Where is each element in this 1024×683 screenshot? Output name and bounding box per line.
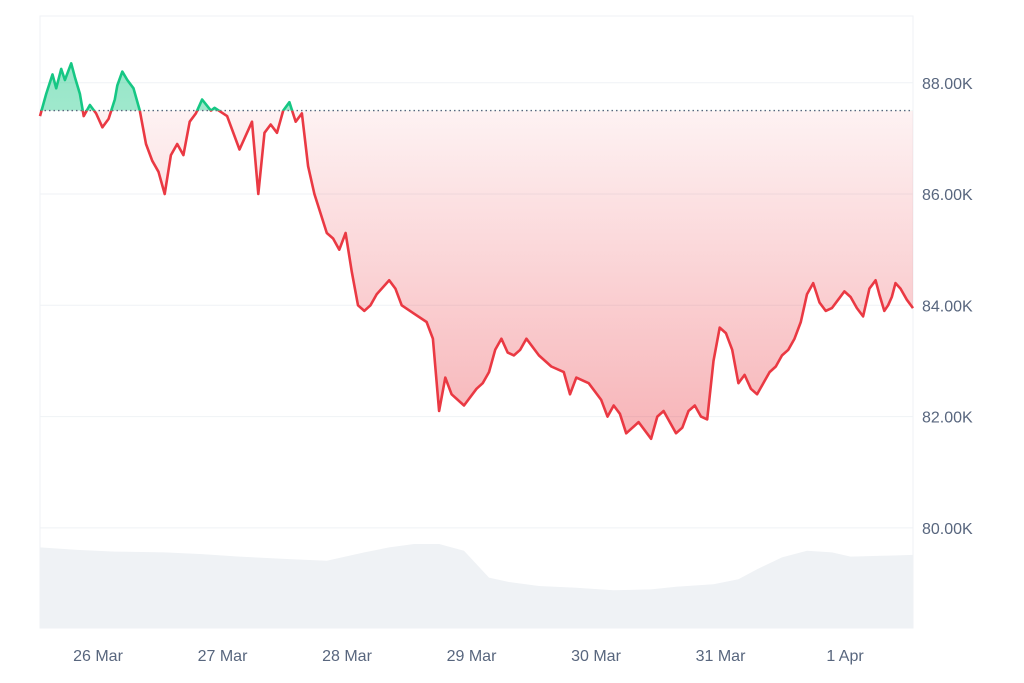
y-tick-label: 88.00K: [922, 76, 973, 93]
x-tick-label: 27 Mar: [198, 648, 248, 665]
y-tick-label: 80.00K: [922, 521, 973, 538]
y-tick-label: 86.00K: [922, 187, 973, 204]
x-tick-label: 28 Mar: [322, 648, 372, 665]
y-tick-label: 84.00K: [922, 298, 973, 315]
x-tick-label: 30 Mar: [571, 648, 621, 665]
x-tick-label: 26 Mar: [73, 648, 123, 665]
above-baseline-fill: [41, 63, 293, 111]
volume-fill: [40, 544, 913, 628]
price-line-below: [38, 110, 915, 441]
x-tick-label: 29 Mar: [447, 648, 497, 665]
x-tick-label: 31 Mar: [696, 648, 746, 665]
price-fill: [40, 63, 913, 439]
price-line: [38, 62, 915, 441]
volume-area: [40, 544, 913, 628]
x-axis-ticks: 26 Mar 27 Mar 28 Mar 29 Mar 30 Mar 31 Mar 1 Ap…: [73, 648, 864, 665]
y-axis-ticks: 88.00K 86.00K 84.00K 82.00K 80.00K: [922, 76, 973, 538]
y-tick-label: 82.00K: [922, 410, 973, 427]
x-tick-label: 1 Apr: [826, 648, 864, 665]
below-baseline-fill: [40, 110, 913, 439]
